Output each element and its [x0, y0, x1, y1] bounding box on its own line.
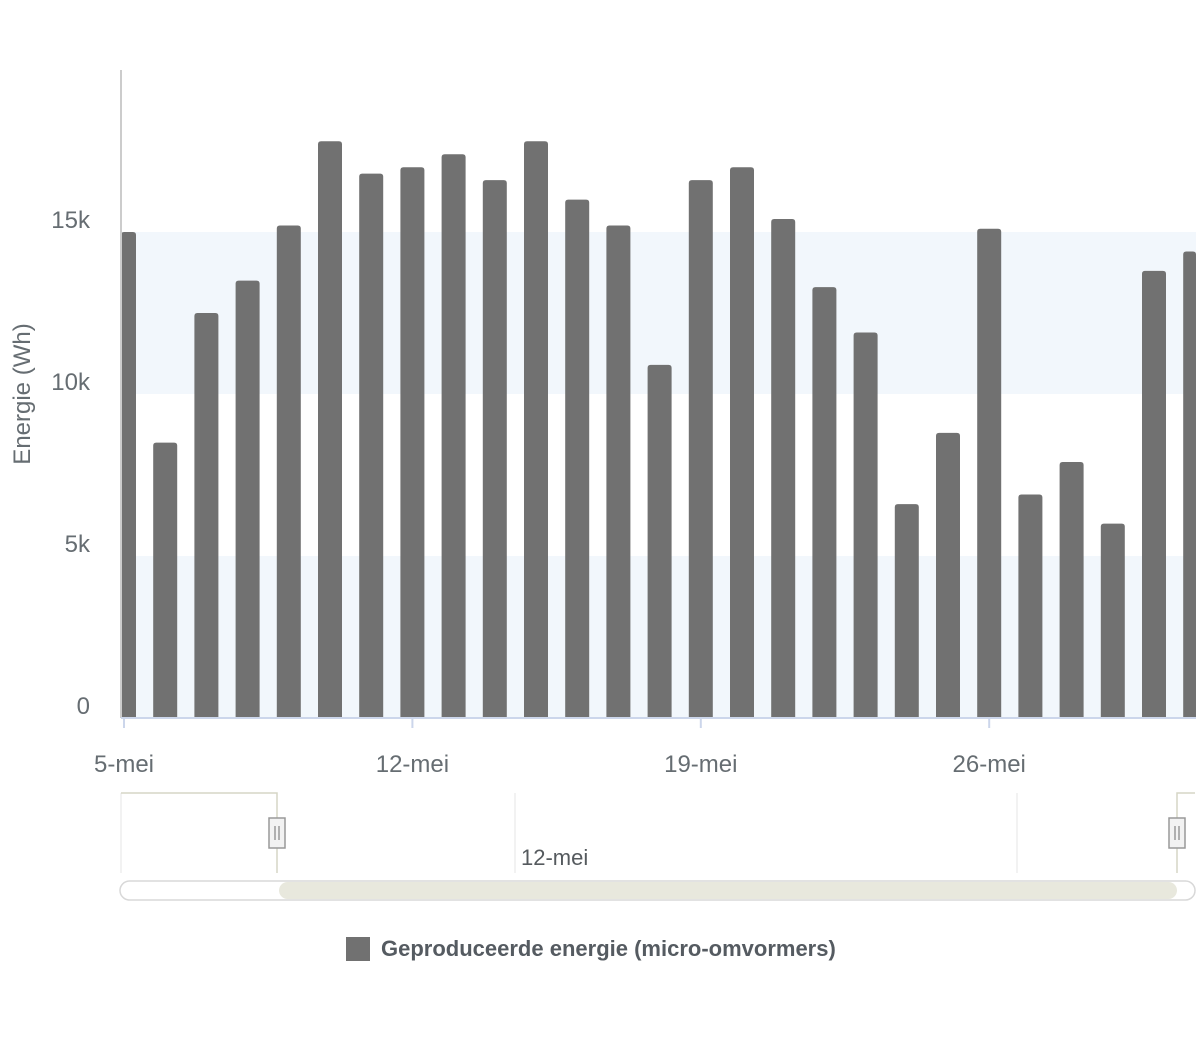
y-axis-title: Energie (Wh) [9, 323, 36, 464]
y-axis-ticks: 0 5k 10k 15k [51, 207, 91, 720]
x-tick-label: 5-mei [94, 751, 154, 778]
bar-20-mei[interactable] [730, 167, 754, 718]
y-tick-label: 15k [51, 207, 91, 234]
bar-19-mei[interactable] [688, 180, 713, 718]
navigator-left-handle[interactable] [268, 817, 286, 849]
x-axis-ticks: 5-mei 12-mei 19-mei 26-mei [94, 718, 1026, 778]
bar-17-mei[interactable] [606, 225, 631, 718]
x-tick-label: 26-mei [953, 751, 1026, 778]
scrollbar[interactable] [119, 880, 1196, 901]
bar-25-mei[interactable] [936, 432, 960, 718]
y-tick-label: 5k [65, 531, 91, 558]
bar-28-mei[interactable] [1059, 462, 1084, 718]
bar-5-mei[interactable] [121, 232, 136, 718]
bar-29-mei[interactable] [1100, 523, 1125, 718]
navigator-label: 12-mei [521, 845, 588, 870]
bar-11-mei[interactable] [359, 173, 384, 718]
bar-6-mei[interactable] [153, 442, 178, 718]
bar-31-mei[interactable] [1183, 251, 1196, 718]
bar-26-mei[interactable] [977, 228, 1002, 718]
bar-23-mei[interactable] [853, 332, 878, 718]
bar-30-mei[interactable] [1142, 270, 1166, 718]
bar-27-mei[interactable] [1018, 494, 1043, 718]
bar-14-mei[interactable] [482, 180, 507, 718]
legend[interactable]: Geproduceerde energie (micro-omvormers) [346, 936, 836, 962]
bar-16-mei[interactable] [565, 199, 590, 719]
legend-label[interactable]: Geproduceerde energie (micro-omvormers) [381, 936, 836, 961]
bar-15-mei[interactable] [524, 141, 548, 718]
bar-9-mei[interactable] [276, 225, 301, 718]
navigator-outline [121, 792, 278, 873]
navigator-right-handle[interactable] [1168, 817, 1186, 849]
navigator[interactable]: 12-mei [120, 792, 1195, 873]
bar-7-mei[interactable] [194, 313, 219, 718]
scrollbar-thumb[interactable] [279, 882, 1177, 899]
bar-13-mei[interactable] [441, 154, 466, 719]
bar-22-mei[interactable] [812, 287, 837, 718]
y-tick-label: 10k [51, 369, 91, 396]
bar-12-mei[interactable] [400, 167, 425, 718]
x-tick-label: 12-mei [376, 751, 449, 778]
bar-10-mei[interactable] [318, 141, 342, 718]
bar-24-mei[interactable] [894, 504, 919, 718]
bar-8-mei[interactable] [235, 280, 260, 718]
legend-swatch [346, 937, 370, 961]
x-tick-label: 19-mei [664, 751, 737, 778]
y-tick-label: 0 [77, 693, 90, 720]
bar-18-mei[interactable] [647, 364, 672, 718]
bar-series[interactable] [121, 141, 1196, 719]
bar-21-mei[interactable] [771, 219, 796, 719]
